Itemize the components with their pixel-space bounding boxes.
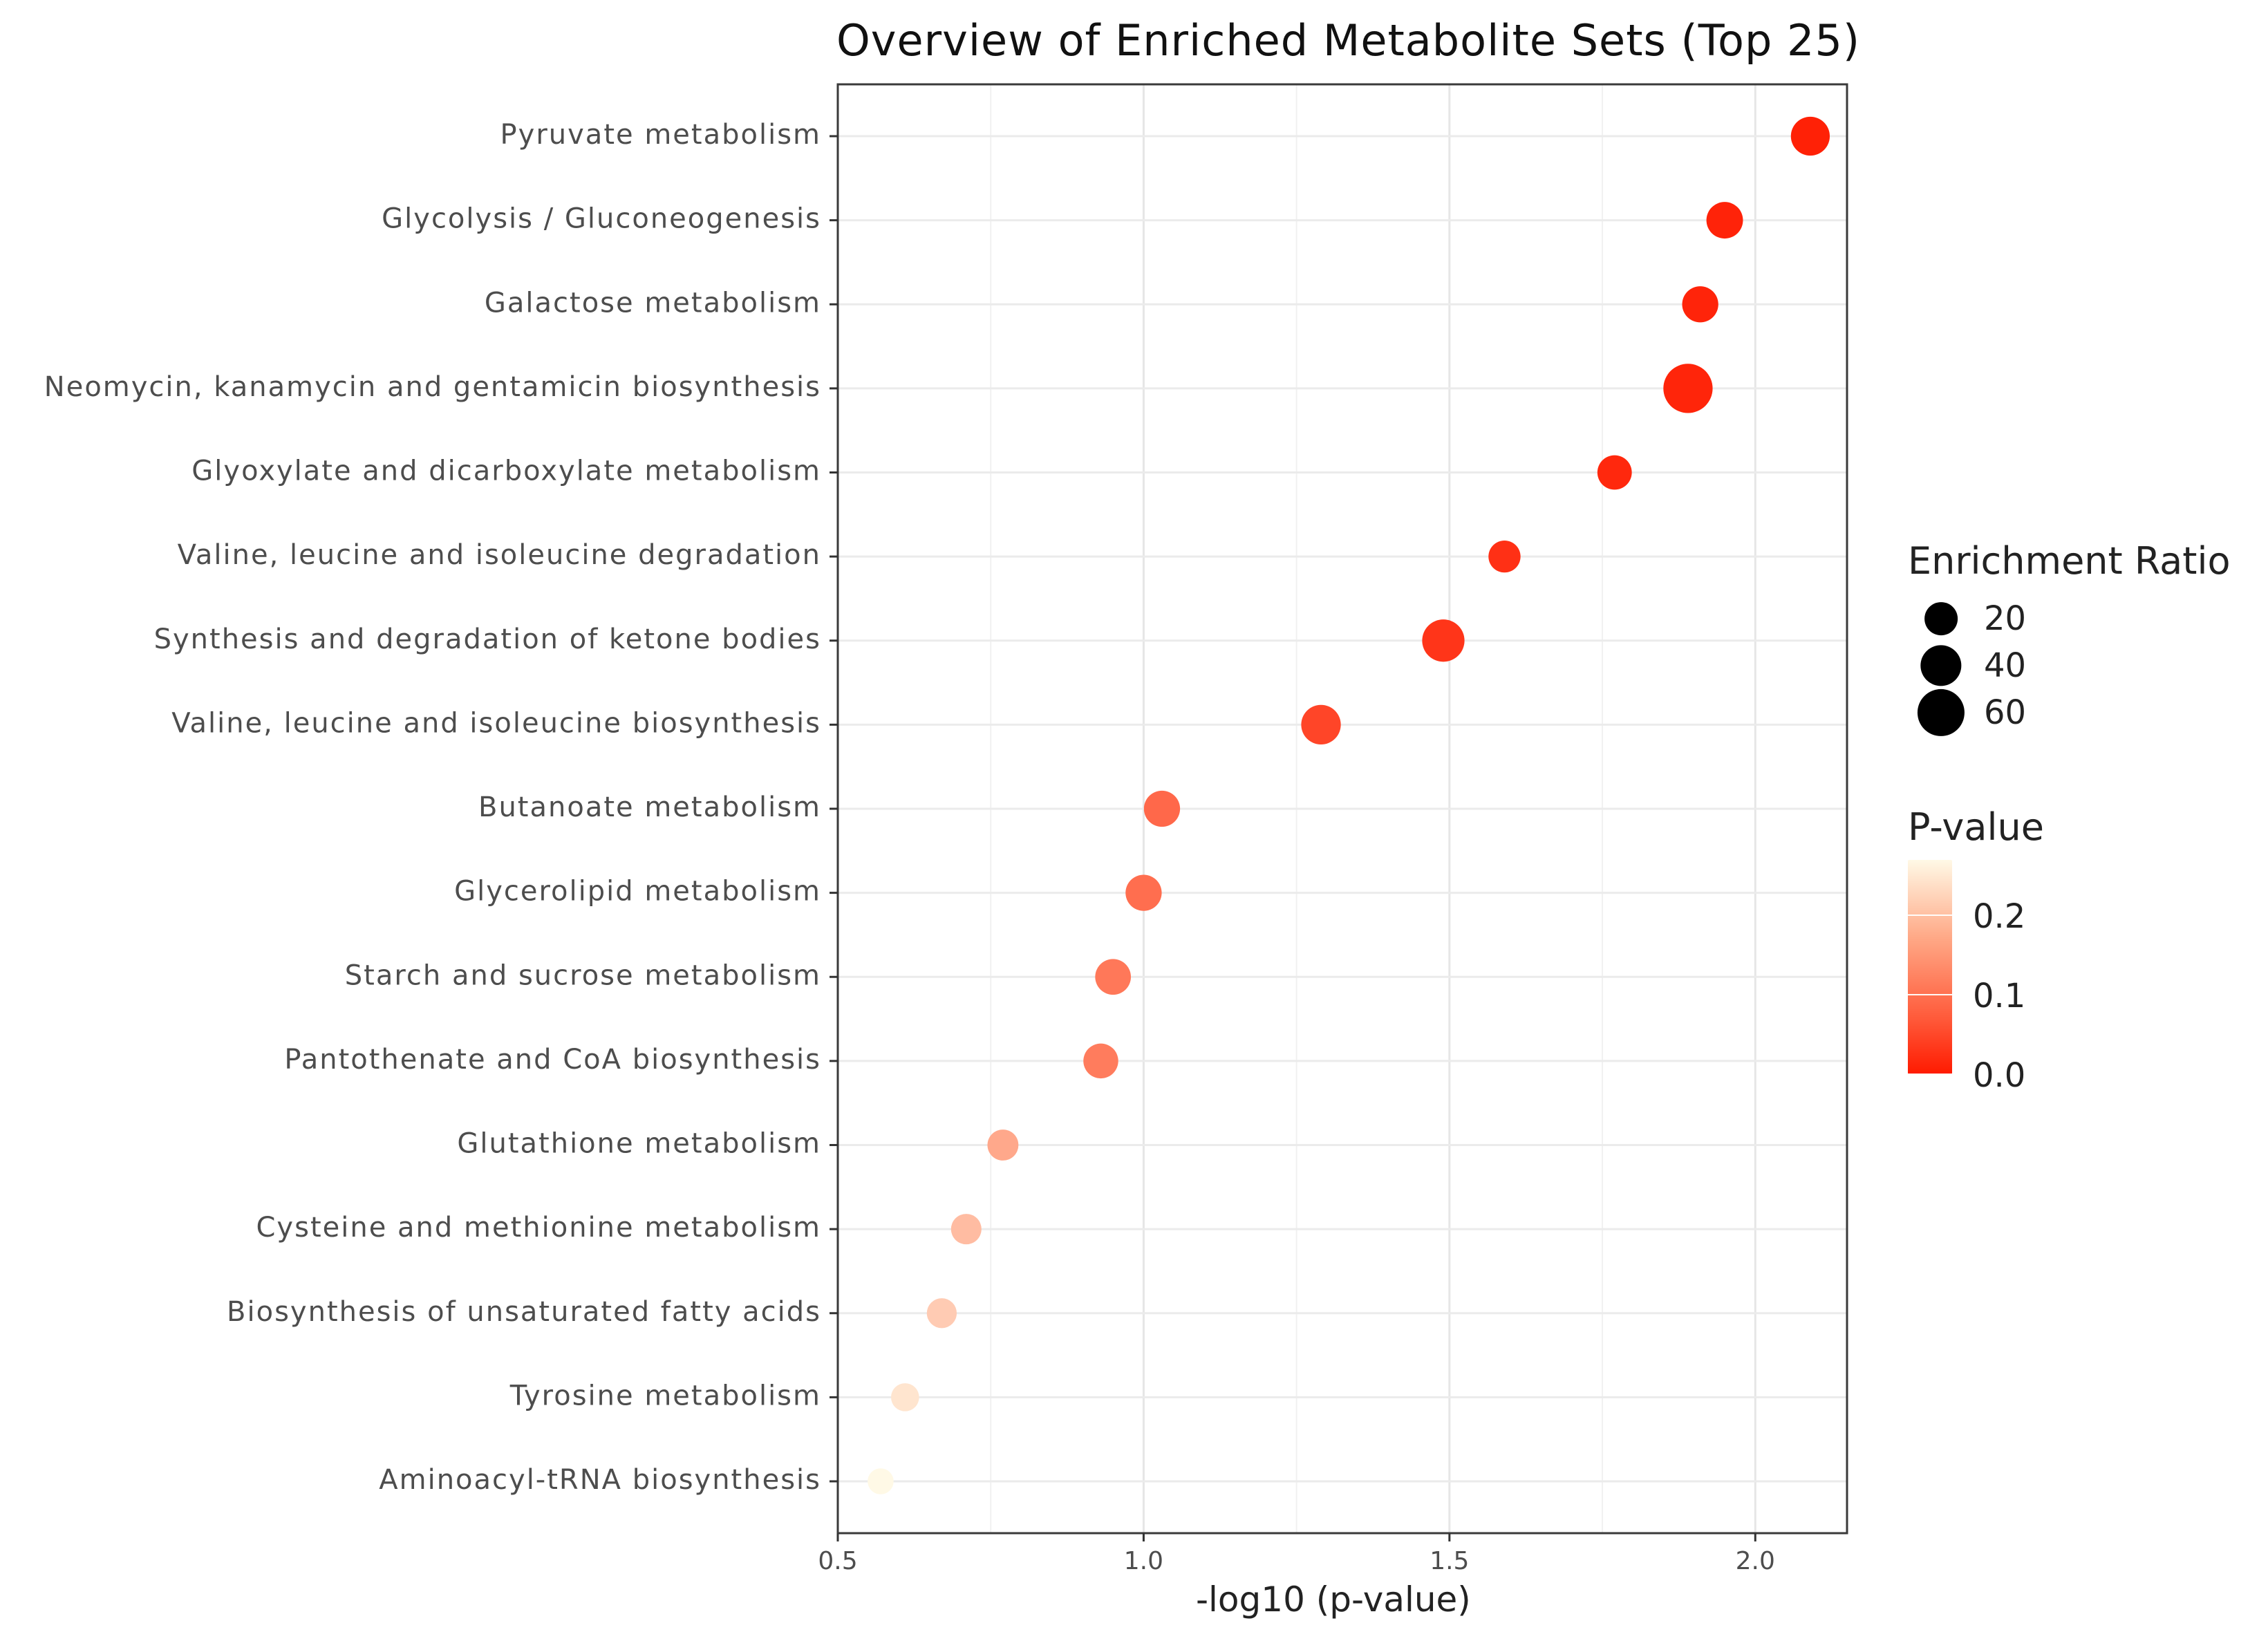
y-tick-label: Galactose metabolism xyxy=(485,287,821,319)
y-tick-label: Synthesis and degradation of ketone bodi… xyxy=(154,623,821,655)
data-point xyxy=(1143,790,1181,827)
enrichment-legend-dot xyxy=(1917,688,1965,737)
pvalue-colorbar xyxy=(1908,860,1952,1074)
data-point xyxy=(1488,540,1521,573)
enrichment-legend-title: Enrichment Ratio xyxy=(1908,539,2231,583)
data-point xyxy=(1597,455,1632,490)
data-point xyxy=(1095,959,1132,995)
enrichment-legend-item: 60 xyxy=(1908,688,2260,737)
y-tick-label: Glycerolipid metabolism xyxy=(454,876,821,908)
enrichment-legend-item: 20 xyxy=(1908,595,2260,642)
pvalue-colorbar-label: 0.1 xyxy=(1973,977,2026,1016)
data-point xyxy=(926,1298,957,1329)
enrichment-legend-dot xyxy=(1924,602,1958,635)
enrichment-legend-item: 40 xyxy=(1908,642,2260,689)
x-axis-title: -log10 (p-value) xyxy=(1196,1579,1471,1620)
data-point xyxy=(1682,286,1718,323)
x-tick-label: 1.0 xyxy=(1124,1547,1163,1575)
y-tick-label: Aminoacyl-tRNA biosynthesis xyxy=(379,1464,821,1496)
x-tick-label: 1.5 xyxy=(1430,1547,1469,1575)
pvalue-colorbar-label: 0.2 xyxy=(1973,897,2026,937)
pvalue-legend-title: P-value xyxy=(1908,805,2044,849)
data-point xyxy=(1663,364,1713,413)
enrichment-legend-label: 60 xyxy=(1984,693,2027,732)
y-tick-label: Neomycin, kanamycin and gentamicin biosy… xyxy=(44,371,821,403)
pvalue-colorbar-tick xyxy=(1908,994,1952,996)
enrichment-legend-label: 20 xyxy=(1984,599,2027,638)
y-tick-label: Butanoate metabolism xyxy=(478,791,821,823)
y-tick-label: Glycolysis / Gluconeogenesis xyxy=(382,203,821,235)
grid-lines xyxy=(836,84,1847,1533)
data-point xyxy=(987,1129,1019,1161)
data-point xyxy=(868,1468,894,1494)
data-point xyxy=(950,1214,982,1245)
x-tick-label: 2.0 xyxy=(1736,1547,1775,1575)
data-point xyxy=(1706,202,1743,239)
enrichment-legend-items: 20 40 60 xyxy=(1908,595,2260,737)
data-point xyxy=(891,1383,919,1412)
pvalue-colorbar-wrap: 0.2 0.1 0.0 xyxy=(1908,860,2184,1092)
enrichment-legend-label: 40 xyxy=(1984,646,2027,685)
data-point xyxy=(1125,874,1162,911)
y-tick-label: Starch and sucrose metabolism xyxy=(345,959,821,991)
pvalue-legend: P-value 0.2 0.1 0.0 xyxy=(1908,805,2184,1092)
enrichment-legend: Enrichment Ratio 20 40 60 xyxy=(1908,539,2260,737)
data-point xyxy=(1790,116,1830,156)
pvalue-colorbar-tick xyxy=(1908,1073,1952,1075)
y-tick-label: Pyruvate metabolism xyxy=(500,119,821,151)
y-tick-label: Cysteine and methionine metabolism xyxy=(256,1212,822,1244)
data-point xyxy=(1422,619,1465,662)
y-tick-label: Glutathione metabolism xyxy=(457,1128,821,1160)
y-tick-label: Valine, leucine and isoleucine biosynthe… xyxy=(171,707,821,739)
enrichment-legend-dot xyxy=(1920,645,1962,686)
chart-title: Overview of Enriched Metabolite Sets (To… xyxy=(836,15,1861,66)
enrichment-legend-dot-slot xyxy=(1908,688,1974,737)
y-tick-label: Pantothenate and CoA biosynthesis xyxy=(284,1044,821,1076)
data-point xyxy=(1083,1043,1118,1079)
data-point xyxy=(1301,704,1341,745)
enrichment-legend-dot-slot xyxy=(1908,642,1974,689)
pvalue-colorbar-label: 0.0 xyxy=(1973,1056,2026,1095)
y-tick-label: Biosynthesis of unsaturated fatty acids xyxy=(227,1296,821,1328)
pvalue-colorbar-tick xyxy=(1908,915,1952,917)
x-tick-label: 0.5 xyxy=(818,1547,857,1575)
y-tick-label: Tyrosine metabolism xyxy=(509,1380,821,1412)
y-tick-label: Glyoxylate and dicarboxylate metabolism xyxy=(191,456,821,487)
y-tick-label: Valine, leucine and isoleucine degradati… xyxy=(178,539,821,571)
enrichment-legend-dot-slot xyxy=(1908,595,1974,642)
